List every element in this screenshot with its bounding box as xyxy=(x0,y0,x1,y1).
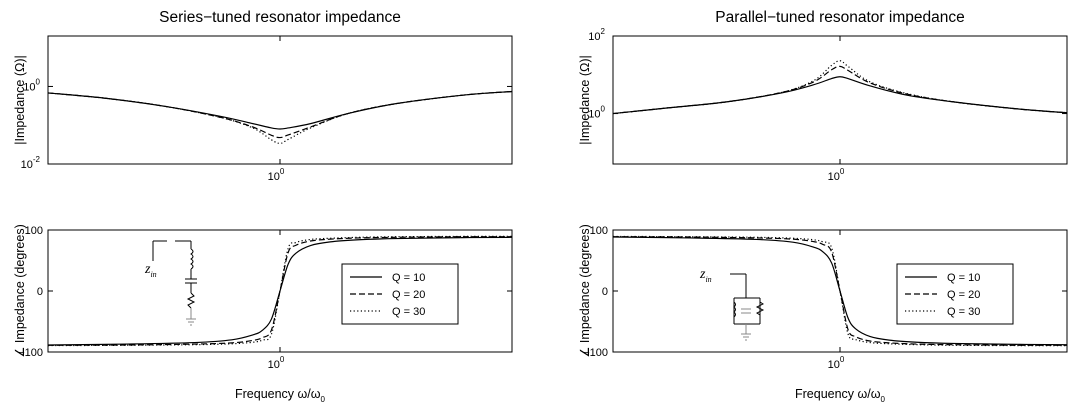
series-magnitude-ytick-label: 10-2 xyxy=(21,155,41,171)
parallel-magnitude-axes-frame xyxy=(612,35,1068,165)
series-phase-xtick-label: 100 xyxy=(268,355,285,371)
parallel-phase-zin-label: zin xyxy=(699,267,712,284)
series-phase-series-q3-line xyxy=(48,235,512,347)
series-magnitude-series-q1-line xyxy=(48,90,512,130)
parallel-phase-xtick-label: 100 xyxy=(828,355,845,371)
series-magnitude-series-q2-line xyxy=(48,90,512,139)
parallel-phase-series-q1-line xyxy=(613,236,1067,346)
parallel-magnitude-series-q3-line xyxy=(613,60,1067,115)
parallel-magnitude-panel: Parallel−tuned resonator impedance |Imped… xyxy=(578,9,1068,183)
series-magnitude-xtick-label: 100 xyxy=(268,167,285,183)
series-phase-circuit-schematic: zin xyxy=(144,240,197,326)
series-magnitude-ytick-label: 100 xyxy=(23,77,40,93)
series-phase-xlabel: Frequency ω/ω0 xyxy=(235,387,326,404)
series-phase-ylabel: ∠ Impedance (degrees) xyxy=(13,224,27,358)
parallel-phase-ytick-label: 100 xyxy=(590,225,608,237)
series-magnitude-ylabel: |Impedance (Ω)| xyxy=(13,55,27,144)
parallel-phase-xlabel: Frequency ω/ω0 xyxy=(795,387,886,404)
parallel-magnitude-ytick-label: 102 xyxy=(588,27,605,43)
parallel-magnitude-xtick-label: 100 xyxy=(828,167,845,183)
parallel-phase-series-q3-line xyxy=(613,235,1067,347)
series-magnitude-title: Series−tuned resonator impedance xyxy=(159,9,401,26)
parallel-magnitude-ylabel: |Impedance (Ω)| xyxy=(578,55,592,144)
series-phase-series-q1-line xyxy=(48,236,512,346)
parallel-phase-legend-label-q2: Q = 20 xyxy=(947,289,980,301)
parallel-phase-legend-label-q3: Q = 30 xyxy=(947,306,980,318)
series-phase-ytick-label: 100 xyxy=(25,225,43,237)
series-phase-legend-label-q2: Q = 20 xyxy=(392,289,425,301)
series-phase-legend-label-q1: Q = 10 xyxy=(392,272,425,284)
series-phase-ytick-label: 0 xyxy=(37,286,43,298)
series-magnitude-panel: Series−tuned resonator impedance |Impedan… xyxy=(13,9,513,183)
parallel-phase-ytick-label: 0 xyxy=(602,286,608,298)
series-phase-legend: Q = 10 Q = 20 Q = 30 xyxy=(341,263,459,325)
series-phase-ytick-label: −100 xyxy=(18,347,43,359)
parallel-phase-circuit-schematic: zin xyxy=(699,267,765,341)
series-phase-legend-label-q3: Q = 30 xyxy=(392,306,425,318)
series-phase-zin-label: zin xyxy=(144,262,157,279)
parallel-magnitude-title: Parallel−tuned resonator impedance xyxy=(715,9,964,26)
series-phase-panel: ∠ Impedance (degrees) Frequency ω/ω0 100 10… xyxy=(13,224,513,404)
parallel-phase-panel: ∠ Impedance (degrees) Frequency ω/ω0 100 10… xyxy=(578,224,1068,404)
parallel-phase-ylabel: ∠ Impedance (degrees) xyxy=(578,224,592,358)
parallel-magnitude-series-q1-line xyxy=(613,76,1067,115)
parallel-magnitude-ytick-label: 100 xyxy=(588,105,605,121)
series-phase-series-q2-line xyxy=(48,236,512,346)
parallel-phase-legend-label-q1: Q = 10 xyxy=(947,272,980,284)
parallel-phase-ytick-label: −100 xyxy=(583,347,608,359)
parallel-phase-legend: Q = 10 Q = 20 Q = 30 xyxy=(896,263,1014,325)
